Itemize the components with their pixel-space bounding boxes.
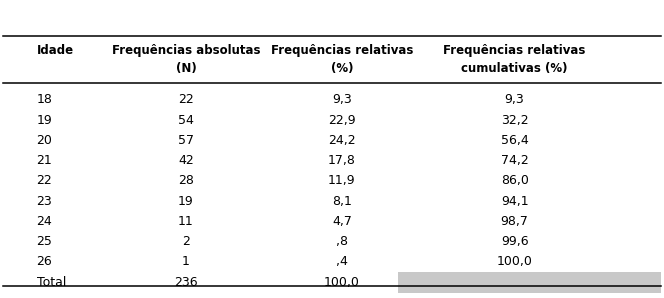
Text: 236: 236	[174, 276, 198, 289]
Text: 24,2: 24,2	[328, 134, 356, 147]
Text: 22,9: 22,9	[328, 114, 356, 127]
Text: Total: Total	[37, 276, 66, 289]
Text: 23: 23	[37, 195, 52, 208]
Text: 1: 1	[182, 255, 190, 268]
Text: ,8: ,8	[336, 235, 348, 248]
Text: 11: 11	[178, 215, 194, 228]
Text: 24: 24	[37, 215, 52, 228]
Text: 17,8: 17,8	[328, 154, 356, 167]
Text: 2: 2	[182, 235, 190, 248]
Text: 22: 22	[37, 174, 52, 187]
Text: 22: 22	[178, 93, 194, 106]
Text: Frequências relativas: Frequências relativas	[444, 44, 586, 57]
Text: 42: 42	[178, 154, 194, 167]
Text: (N): (N)	[175, 62, 197, 75]
Text: 21: 21	[37, 154, 52, 167]
Text: 9,3: 9,3	[505, 93, 525, 106]
Text: 56,4: 56,4	[501, 134, 529, 147]
Text: 9,3: 9,3	[332, 93, 352, 106]
Text: 19: 19	[37, 114, 52, 127]
Bar	[398, 272, 661, 293]
Text: 98,7: 98,7	[501, 215, 529, 228]
Text: 11,9: 11,9	[328, 174, 356, 187]
Text: 19: 19	[178, 195, 194, 208]
Text: Frequências absolutas: Frequências absolutas	[112, 44, 260, 57]
Text: 100,0: 100,0	[324, 276, 360, 289]
Text: 28: 28	[178, 174, 194, 187]
Text: 4,7: 4,7	[332, 215, 352, 228]
Text: 20: 20	[37, 134, 52, 147]
Text: 86,0: 86,0	[501, 174, 529, 187]
Text: 25: 25	[37, 235, 52, 248]
Text: ,4: ,4	[336, 255, 348, 268]
Text: 94,1: 94,1	[501, 195, 529, 208]
Text: cumulativas (%): cumulativas (%)	[461, 62, 568, 75]
Text: Frequências relativas: Frequências relativas	[271, 44, 413, 57]
Text: 54: 54	[178, 114, 194, 127]
Text: (%): (%)	[331, 62, 353, 75]
Text: 99,6: 99,6	[501, 235, 529, 248]
Text: 100,0: 100,0	[497, 255, 533, 268]
Text: 26: 26	[37, 255, 52, 268]
Text: Idade: Idade	[37, 44, 74, 57]
Text: 32,2: 32,2	[501, 114, 529, 127]
Text: 18: 18	[37, 93, 52, 106]
Text: 8,1: 8,1	[332, 195, 352, 208]
Text: 57: 57	[178, 134, 194, 147]
Text: 74,2: 74,2	[501, 154, 529, 167]
